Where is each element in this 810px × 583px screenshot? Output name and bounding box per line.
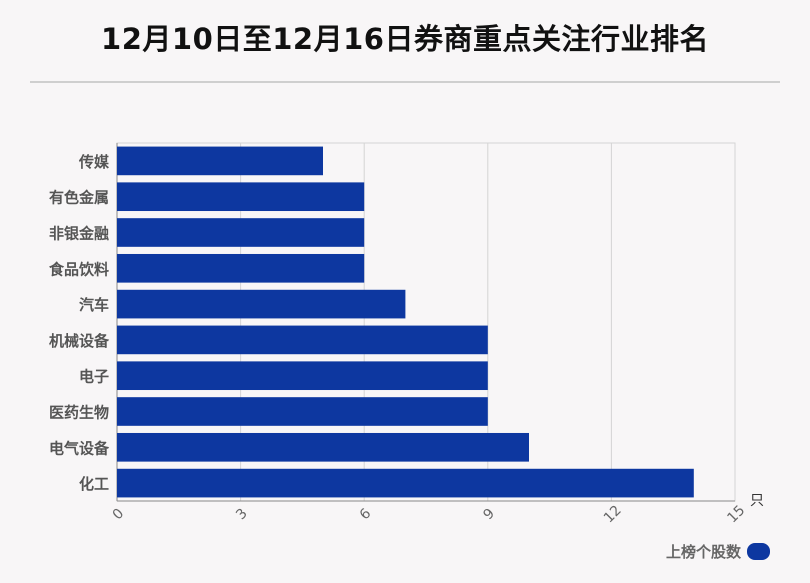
x-unit-label: 只 [750,493,764,509]
y-category-label: 有色金属 [49,189,109,207]
y-category-label: 医药生物 [49,404,109,422]
y-category-label: 化工 [79,475,109,493]
bar [117,182,365,212]
bar [117,218,365,247]
bar [117,289,406,319]
legend-label: 上榜个股数 [665,543,741,561]
x-tick-label: 3 [233,506,251,524]
y-category-label: 传媒 [78,153,110,171]
bar [117,253,365,283]
bar [117,325,488,355]
legend: 上榜个股数 [666,541,770,562]
bar [117,432,529,462]
y-category-label: 电子 [79,368,109,386]
y-category-label: 非银金融 [49,225,109,243]
bar [117,468,694,498]
y-category-label: 电气设备 [49,439,110,457]
chart-title: 12月10日至12月16日券商重点关注行业排名 [101,22,709,56]
title-divider [30,81,780,83]
bar [117,146,323,176]
x-tick-label: 0 [110,506,128,524]
bar [117,361,488,391]
y-category-label: 食品饮料 [49,260,109,278]
x-tick-label: 12 [601,502,625,526]
y-category-label: 机械设备 [49,332,110,350]
x-tick-label: 6 [357,506,375,524]
x-tick-label: 15 [724,502,748,526]
bar [117,397,488,426]
y-category-label: 汽车 [79,296,109,314]
legend-swatch [747,543,770,560]
x-tick-label: 9 [480,506,498,524]
